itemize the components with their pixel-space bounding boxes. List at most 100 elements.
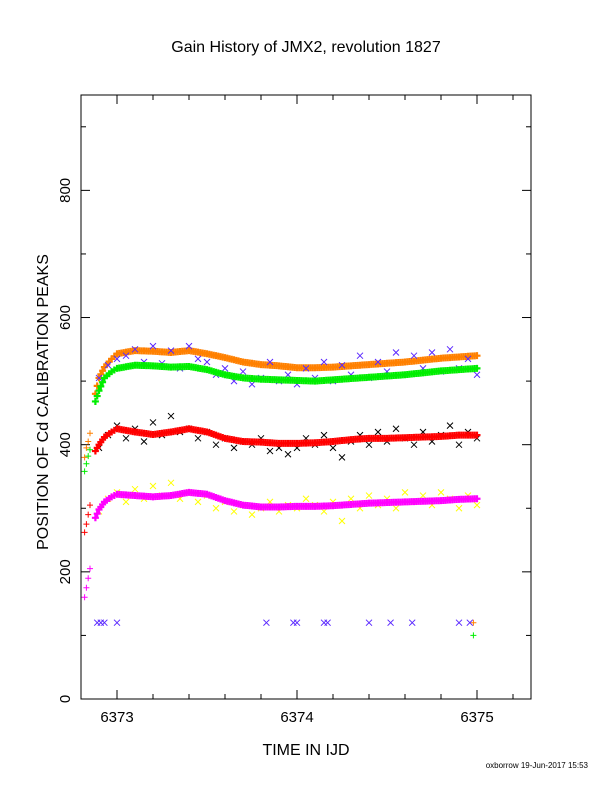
y-tick-labels: 0 200 400 600 800: [57, 178, 74, 703]
data-point: [239, 368, 247, 375]
data-point: [113, 355, 121, 363]
chart-title: Gain History of JMX2, revolution 1827: [171, 39, 441, 56]
data-point: [113, 619, 121, 627]
y-tick-label: 800: [57, 178, 74, 203]
data-points: [81, 342, 481, 639]
footer-credit: oxborrow 19-Jun-2017 15:53: [486, 761, 589, 770]
data-point: [302, 495, 310, 503]
data-point: [392, 504, 400, 512]
data-point: [473, 364, 481, 372]
data-point: [85, 438, 92, 445]
data-point: [85, 575, 92, 582]
data-point: [374, 358, 382, 366]
data-point: [266, 358, 274, 366]
data-point: [167, 412, 175, 420]
data-point: [473, 501, 481, 509]
data-point: [95, 387, 103, 395]
data-point: [293, 619, 301, 627]
data-point: [87, 430, 93, 437]
data-point: [284, 450, 292, 458]
x-tick-label: 6374: [280, 709, 313, 726]
data-point: [302, 365, 310, 372]
y-axis-label: POSITION OF Cd CALIBRATION PEAKS: [35, 254, 52, 550]
data-point: [95, 374, 103, 382]
data-point: [104, 361, 112, 369]
plot-frame: [80, 94, 532, 700]
data-point: [356, 352, 364, 360]
data-point: [185, 342, 193, 350]
data-point: [374, 428, 382, 436]
y-tick-label: 600: [57, 305, 74, 330]
data-point: [387, 619, 394, 627]
data-point: [83, 521, 90, 528]
data-point: [365, 492, 373, 499]
data-point: [221, 365, 229, 372]
data-point: [470, 632, 477, 639]
data-point: [91, 397, 99, 405]
data-point: [473, 495, 481, 503]
data-point: [149, 419, 157, 426]
data-point: [167, 347, 175, 354]
data-point: [248, 380, 256, 388]
data-point: [428, 349, 436, 356]
data-point: [83, 460, 90, 467]
data-point: [338, 454, 346, 461]
data-point: [230, 508, 238, 515]
series-2: [81, 361, 481, 639]
data-point: [87, 446, 93, 453]
data-point: [324, 619, 331, 627]
x-axis-label: TIME IN IJD: [262, 742, 349, 759]
data-point: [167, 479, 175, 487]
data-point: [131, 485, 139, 493]
data-point: [473, 371, 481, 379]
data-point: [85, 453, 92, 460]
data-point: [99, 367, 107, 375]
data-point: [446, 422, 454, 429]
data-point: [81, 468, 88, 475]
y-tick-label: 400: [57, 432, 74, 457]
data-point: [101, 619, 108, 627]
data-point: [122, 434, 130, 442]
y-tick-label: 0: [57, 695, 74, 703]
series-4: [81, 425, 481, 536]
data-point: [455, 441, 463, 449]
data-point: [466, 619, 474, 627]
data-point: [194, 355, 202, 363]
data-point: [392, 425, 400, 433]
data-point: [392, 349, 400, 356]
data-point: [408, 619, 416, 627]
data-point: [149, 342, 157, 350]
data-point: [464, 355, 472, 363]
data-point: [248, 511, 256, 518]
data-point: [122, 498, 130, 506]
data-point: [263, 619, 270, 627]
data-point: [93, 510, 101, 518]
data-point: [266, 447, 274, 455]
data-point: [212, 441, 220, 449]
data-point: [99, 378, 107, 386]
data-point: [87, 565, 93, 572]
data-point: [91, 514, 99, 522]
data-point: [212, 504, 220, 512]
data-point: [203, 358, 211, 366]
data-point: [87, 502, 93, 509]
data-point: [365, 619, 373, 627]
data-point: [97, 382, 105, 390]
data-point: [140, 438, 148, 445]
data-point: [194, 434, 202, 442]
axis-ticks: [80, 95, 531, 700]
data-point: [470, 619, 477, 626]
data-point: [401, 489, 409, 496]
data-point: [194, 498, 202, 506]
data-point: [455, 504, 463, 512]
y-tick-label: 200: [57, 559, 74, 584]
series-0: [81, 347, 481, 626]
data-point: [320, 431, 328, 439]
x-tick-label: 6375: [460, 709, 493, 726]
data-point: [419, 492, 427, 499]
x-tick-label: 6373: [100, 709, 133, 726]
data-point: [473, 352, 481, 360]
data-point: [93, 392, 101, 400]
data-point: [320, 358, 328, 366]
